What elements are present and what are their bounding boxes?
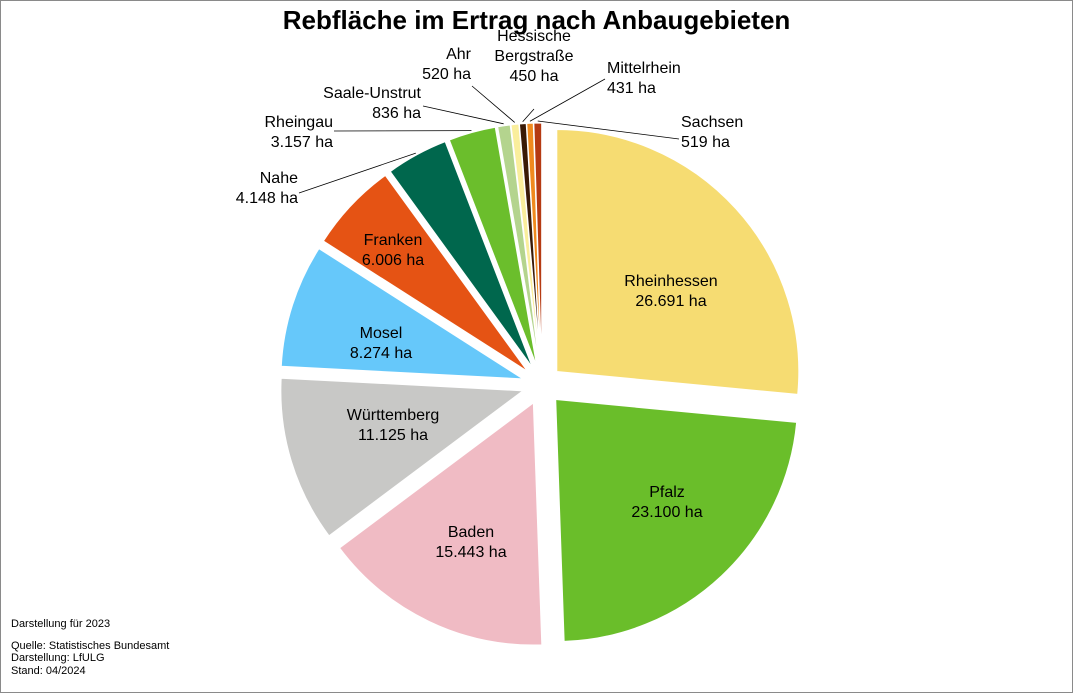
- pie-slice-rheingau: [448, 126, 538, 366]
- pie-slice-mosel: [280, 247, 525, 380]
- slice-label-baden: Baden 15.443 ha: [435, 524, 506, 561]
- leader-line-ahr: [471, 85, 515, 123]
- slice-label-pfalz: Pfalz 23.100 ha: [631, 484, 702, 521]
- footnote-year: Darstellung für 2023: [11, 618, 111, 630]
- leader-line-hessische-bergstrasse: [522, 108, 535, 122]
- slice-label-rheingau: Rheingau 3.157 ha: [265, 114, 334, 151]
- slice-label-mittelrhein: Mittelrhein 431 ha: [607, 60, 681, 97]
- slice-label-franken: Franken 6.006 ha: [362, 232, 424, 269]
- pie-slice-sachsen: [533, 122, 543, 366]
- leader-line-saale-unstrut: [422, 105, 504, 125]
- slice-label-nahe: Nahe 4.148 ha: [236, 170, 298, 207]
- pie-slice-ahr: [510, 123, 541, 366]
- pie-slice-saale-unstrut: [497, 124, 540, 366]
- footnote-source: Quelle: Statistisches Bundesamt: [11, 639, 170, 652]
- slice-label-ahr: Ahr 520 ha: [422, 46, 472, 83]
- footnotes: Darstellung für 2023 Quelle: Statistisch…: [11, 618, 169, 677]
- footnote-author: Darstellung: LfULG: [11, 652, 105, 664]
- leader-line-mittelrhein: [529, 78, 606, 122]
- pie-slice-wuerttemberg: [280, 377, 525, 537]
- leader-line-sachsen: [537, 120, 680, 140]
- slice-label-saale-unstrut: Saale-Unstrut 836 ha: [323, 85, 421, 122]
- slice-label-hessische-bergstrasse: Hessische Bergstraße 450 ha: [494, 28, 573, 85]
- pie-slice-hessische-bergstrasse: [518, 122, 542, 366]
- chart-title: Rebfläche im Ertrag nach Anbaugebieten: [282, 5, 791, 35]
- pie-slice-baden: [338, 402, 543, 646]
- pie-slice-pfalz: [555, 399, 798, 642]
- slice-label-rheinhessen: Rheinhessen 26.691 ha: [624, 273, 717, 310]
- pie-slice-franken: [322, 174, 528, 372]
- leader-line-nahe: [298, 152, 416, 194]
- slice-label-sachsen: Sachsen 519 ha: [681, 114, 743, 151]
- footnote-date: Stand: 04/2024: [11, 664, 86, 677]
- pie-slice-mittelrhein: [526, 122, 542, 366]
- pie-slice-nahe: [389, 141, 533, 368]
- slice-label-mosel: Mosel 8.274 ha: [350, 325, 412, 362]
- slice-label-wuerttemberg: Württemberg 11.125 ha: [347, 407, 439, 444]
- pie-slice-rheinhessen: [556, 129, 800, 395]
